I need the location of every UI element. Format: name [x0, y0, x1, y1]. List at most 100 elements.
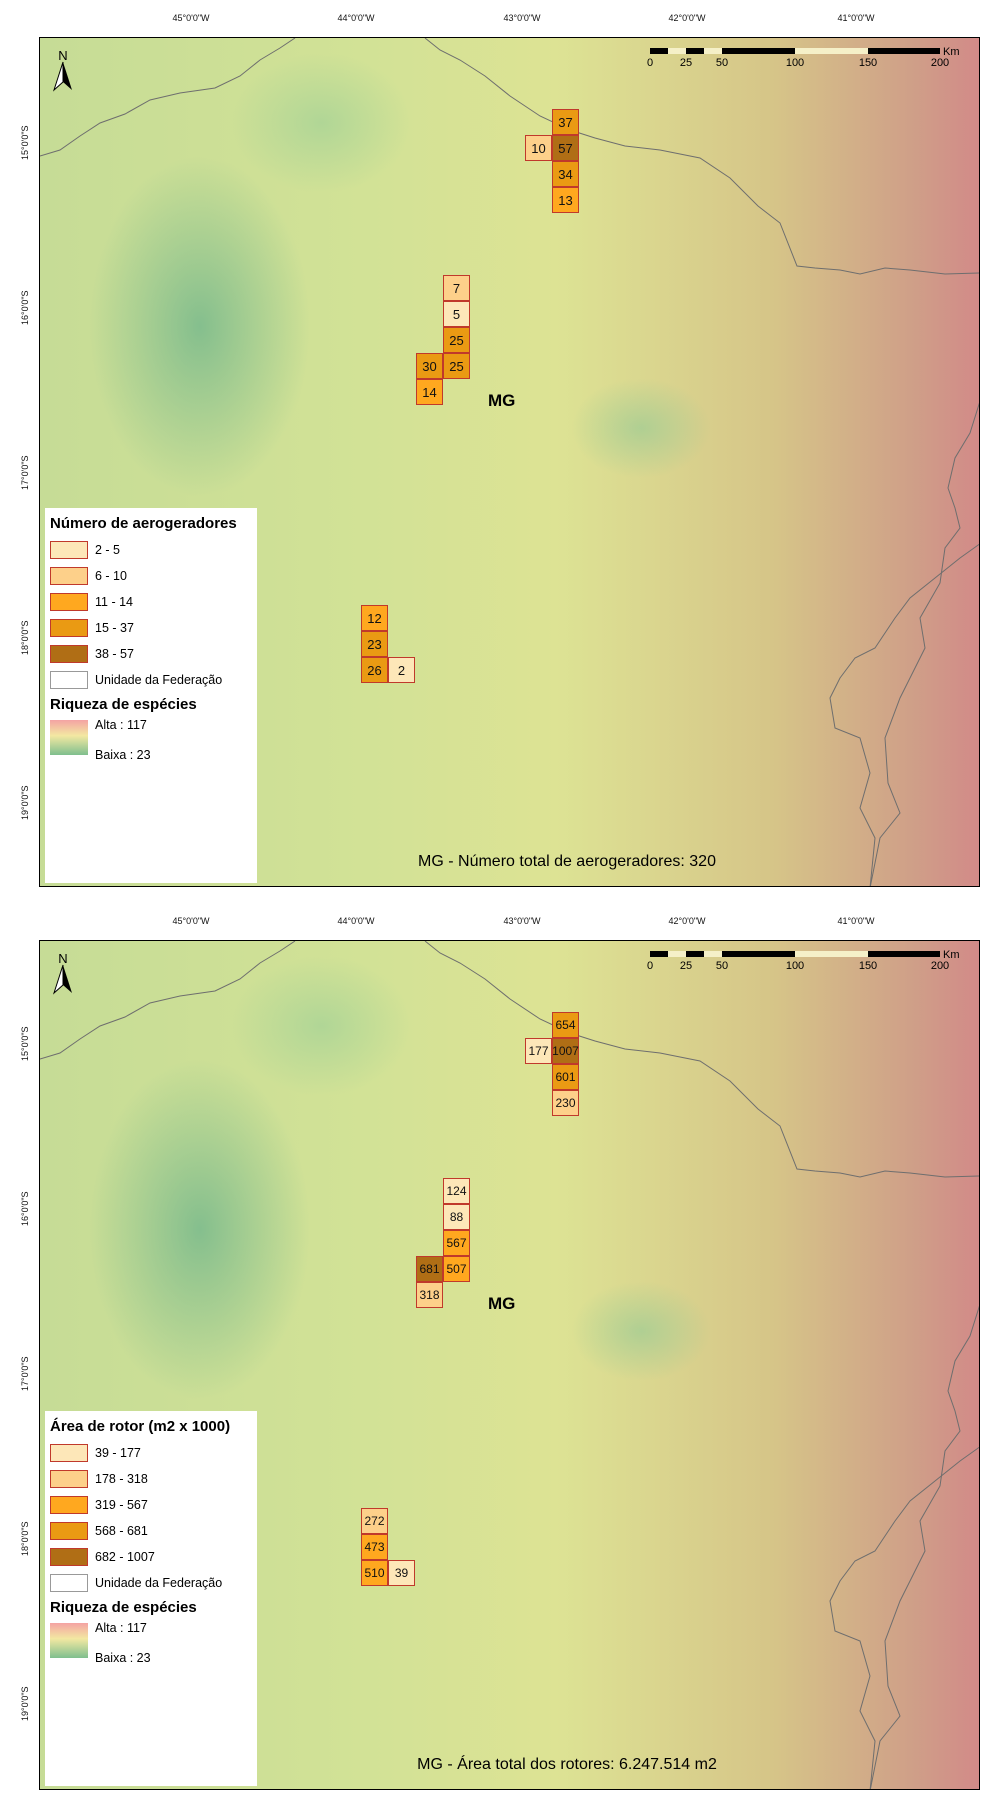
lat-label: 17°0'0"S	[20, 455, 30, 490]
grid-cell[interactable]: 37	[552, 109, 579, 135]
scale-label: 100	[785, 960, 805, 972]
legend: Área de rotor (m2 x 1000) 39 - 177 178 -…	[45, 1411, 257, 1786]
grid-cell[interactable]: 681	[416, 1256, 443, 1282]
grid-cell[interactable]: 567	[443, 1230, 470, 1256]
richness-high: Alta : 117	[95, 718, 147, 732]
lat-label: 17°0'0"S	[20, 1356, 30, 1391]
map-panel-turbines: 45°0'0"W 44°0'0"W 43°0'0"W 42°0'0"W 41°0…	[0, 0, 1001, 900]
grid-cell[interactable]: 507	[443, 1256, 470, 1282]
grid-cell[interactable]: 1007	[552, 1038, 579, 1064]
grid-cell[interactable]: 25	[443, 353, 470, 379]
north-label: N	[58, 48, 68, 63]
scale-label: 150	[858, 57, 878, 69]
grid-cell[interactable]: 2	[388, 657, 415, 683]
grid-cell[interactable]: 318	[416, 1282, 443, 1308]
grid-cell[interactable]: 510	[361, 1560, 388, 1586]
grid-cell[interactable]: 473	[361, 1534, 388, 1560]
lat-label: 18°0'0"S	[20, 1521, 30, 1556]
richness-low: Baixa : 23	[95, 748, 151, 762]
legend-item: Unidade da Federação	[50, 1573, 222, 1593]
grid-cell[interactable]: 34	[552, 161, 579, 187]
north-arrow: N	[50, 951, 76, 997]
scale-label: 50	[715, 57, 729, 69]
lon-label: 42°0'0"W	[668, 916, 706, 926]
scale-label: 100	[785, 57, 805, 69]
grid-cell[interactable]: 177	[525, 1038, 552, 1064]
grid-cell[interactable]: 124	[443, 1178, 470, 1204]
legend-title: Número de aerogeradores	[50, 515, 237, 532]
grid-cell[interactable]: 601	[552, 1064, 579, 1090]
grid-cell[interactable]: 7	[443, 275, 470, 301]
scale-label: 200	[930, 960, 950, 972]
state-label: MG	[488, 391, 516, 410]
grid-cell[interactable]: 26	[361, 657, 388, 683]
map-frame[interactable]: N 0 25 50 100 150 200 Km 37 10 57 34 13 …	[39, 37, 980, 887]
scale-unit: Km	[943, 949, 960, 961]
scale-label: 50	[715, 960, 729, 972]
lat-label: 19°0'0"S	[20, 1686, 30, 1721]
map-frame[interactable]: N 0 25 50 100 150 200 Km 654 177 1007 60…	[39, 940, 980, 1790]
legend-item: 319 - 567	[50, 1495, 148, 1515]
richness-ramp	[50, 720, 88, 755]
legend-item: 568 - 681	[50, 1521, 148, 1541]
grid-cell[interactable]: 14	[416, 379, 443, 405]
legend-item: 15 - 37	[50, 618, 134, 638]
scale-label: 25	[679, 57, 693, 69]
scale-label: 25	[679, 960, 693, 972]
richness-low: Baixa : 23	[95, 1651, 151, 1665]
legend-item: 39 - 177	[50, 1443, 141, 1463]
north-label: N	[58, 951, 68, 966]
scale-label: 200	[930, 57, 950, 69]
map-panel-rotor-area: 45°0'0"W 44°0'0"W 43°0'0"W 42°0'0"W 41°0…	[0, 903, 1001, 1803]
grid-cell[interactable]: 57	[552, 135, 579, 161]
grid-cell[interactable]: 5	[443, 301, 470, 327]
grid-cell[interactable]: 88	[443, 1204, 470, 1230]
lat-label: 16°0'0"S	[20, 290, 30, 325]
lat-label: 18°0'0"S	[20, 620, 30, 655]
lat-label: 16°0'0"S	[20, 1191, 30, 1226]
lon-label: 44°0'0"W	[337, 916, 375, 926]
grid-cell[interactable]: 272	[361, 1508, 388, 1534]
legend-item: 38 - 57	[50, 644, 134, 664]
grid-cell[interactable]: 10	[525, 135, 552, 161]
richness-title: Riqueza de espécies	[50, 1599, 197, 1616]
state-border-lines	[40, 941, 979, 1789]
richness-title: Riqueza de espécies	[50, 696, 197, 713]
grid-cell[interactable]: 12	[361, 605, 388, 631]
lon-label: 43°0'0"W	[503, 13, 541, 23]
lon-label: 44°0'0"W	[337, 13, 375, 23]
richness-high: Alta : 117	[95, 1621, 147, 1635]
grid-cell[interactable]: 230	[552, 1090, 579, 1116]
legend-item: 178 - 318	[50, 1469, 148, 1489]
lat-label: 19°0'0"S	[20, 785, 30, 820]
map-footer: MG - Número total de aerogeradores: 320	[418, 853, 716, 870]
state-border-lines	[40, 38, 979, 886]
richness-ramp	[50, 1623, 88, 1658]
lon-label: 45°0'0"W	[172, 13, 210, 23]
scale-bar: 0 25 50 100 150 200 Km	[646, 46, 979, 88]
lon-label: 41°0'0"W	[837, 13, 875, 23]
lat-label: 15°0'0"S	[20, 125, 30, 160]
north-arrow-icon	[52, 964, 72, 995]
map-footer: MG - Área total dos rotores: 6.247.514 m…	[417, 1756, 717, 1773]
scale-label: 150	[858, 960, 878, 972]
lon-label: 43°0'0"W	[503, 916, 541, 926]
scale-unit: Km	[943, 46, 960, 58]
lon-label: 41°0'0"W	[837, 916, 875, 926]
grid-cell[interactable]: 23	[361, 631, 388, 657]
lon-label: 42°0'0"W	[668, 13, 706, 23]
legend: Número de aerogeradores 2 - 5 6 - 10 11 …	[45, 508, 257, 883]
scale-bar: 0 25 50 100 150 200 Km	[646, 949, 979, 991]
grid-cell[interactable]: 25	[443, 327, 470, 353]
grid-cell[interactable]: 39	[388, 1560, 415, 1586]
scale-label: 0	[646, 57, 654, 69]
scale-label: 0	[646, 960, 654, 972]
legend-item: 2 - 5	[50, 540, 120, 560]
grid-cell[interactable]: 13	[552, 187, 579, 213]
legend-item: Unidade da Federação	[50, 670, 222, 690]
grid-cell[interactable]: 30	[416, 353, 443, 379]
grid-cell[interactable]: 654	[552, 1012, 579, 1038]
legend-item: 11 - 14	[50, 592, 133, 612]
north-arrow: N	[50, 48, 76, 94]
legend-item: 6 - 10	[50, 566, 127, 586]
